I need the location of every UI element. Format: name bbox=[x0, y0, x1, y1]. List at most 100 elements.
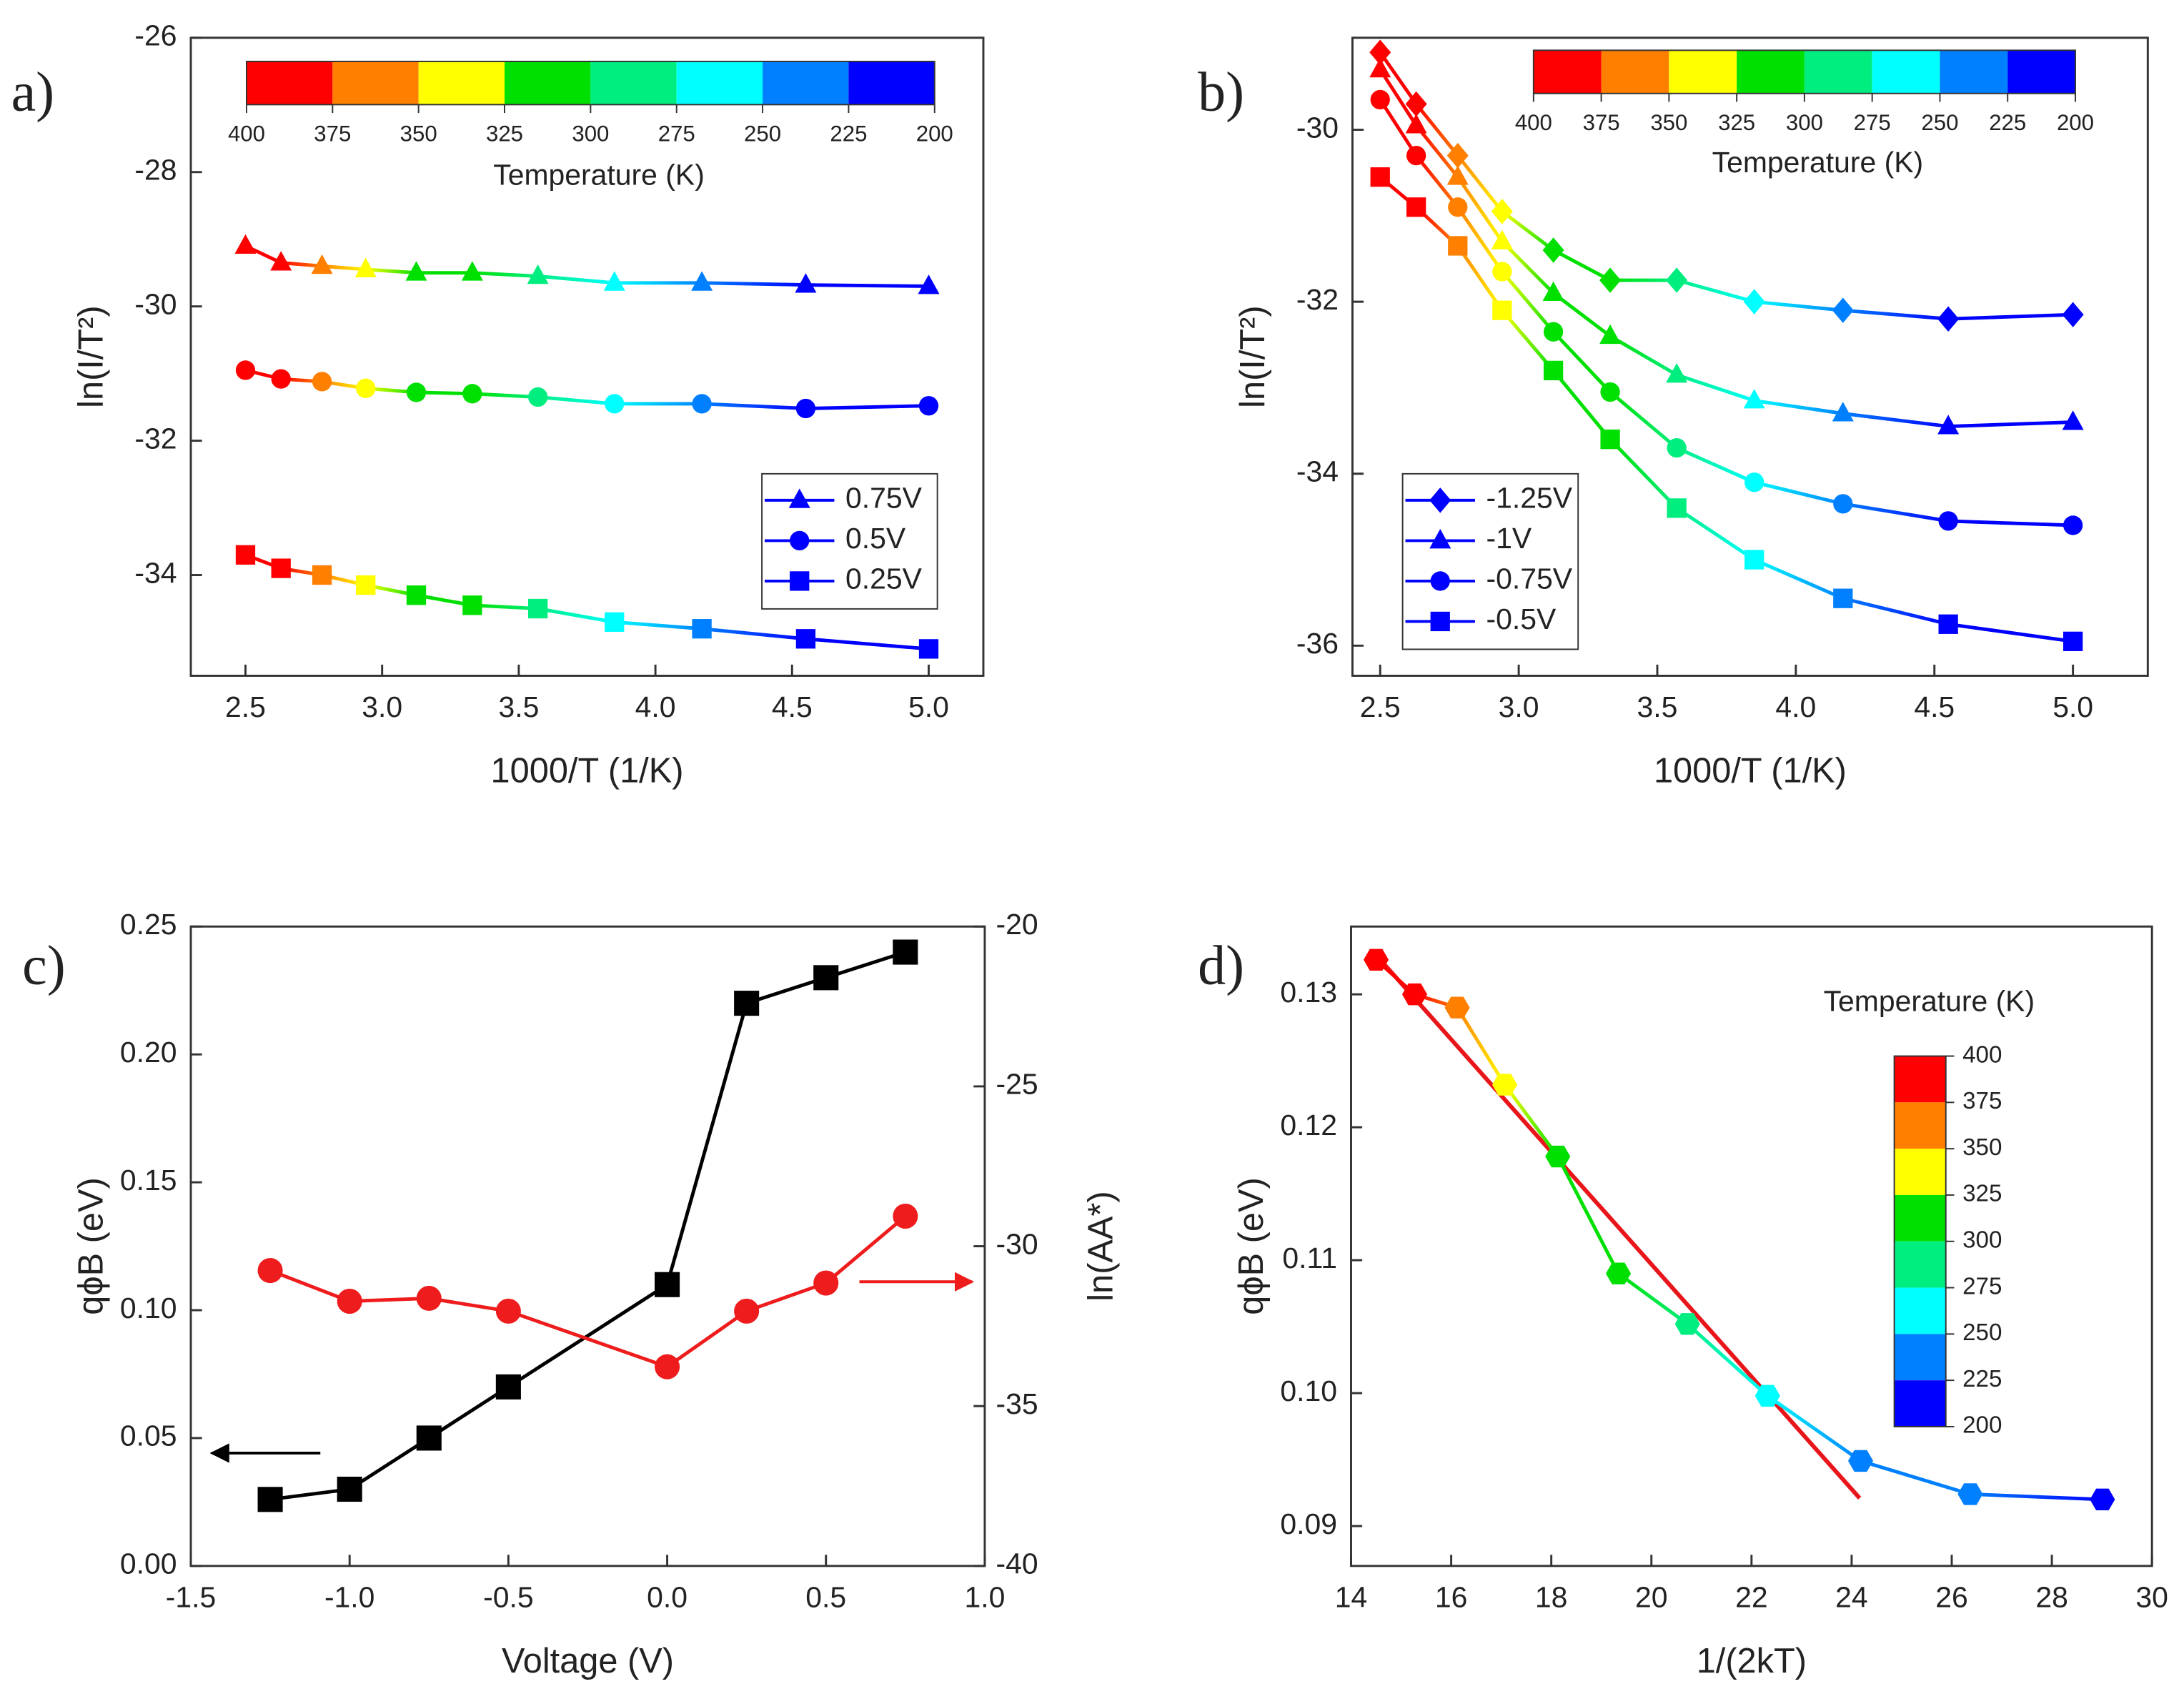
marker bbox=[655, 1354, 680, 1379]
marker bbox=[1833, 494, 1853, 514]
x-tick-label: 3.5 bbox=[1637, 690, 1678, 723]
x-tick-label: 2.5 bbox=[1360, 690, 1401, 723]
marker bbox=[734, 991, 760, 1016]
series-line bbox=[269, 1214, 907, 1369]
colorbar-tick-label: 225 bbox=[830, 121, 867, 146]
x-axis-label: 1000/T (1/K) bbox=[1654, 752, 1847, 791]
colorbar-tick-label: 375 bbox=[1583, 110, 1620, 135]
y2-tick-label: -35 bbox=[996, 1387, 1038, 1420]
colorbar-title: Temperature (K) bbox=[1824, 984, 2035, 1017]
marker bbox=[1847, 1450, 1874, 1472]
marker bbox=[1491, 229, 1513, 249]
colorbar-band bbox=[505, 61, 591, 105]
marker bbox=[356, 378, 376, 398]
colorbar-tick-label: 250 bbox=[1962, 1319, 2002, 1346]
marker bbox=[1406, 145, 1426, 166]
x-tick-label: 2.5 bbox=[225, 690, 266, 723]
panel-label: b) bbox=[1198, 61, 1244, 123]
panel-label: a) bbox=[11, 61, 55, 123]
legend-label: -0.5V bbox=[1486, 603, 1557, 635]
marker bbox=[1406, 197, 1426, 217]
marker bbox=[1542, 237, 1564, 263]
colorbar-band bbox=[1872, 50, 1940, 94]
marker bbox=[1405, 91, 1427, 117]
colorbar-tick-label: 225 bbox=[1989, 110, 2026, 135]
marker bbox=[1744, 472, 1764, 492]
marker bbox=[2090, 1488, 2115, 1511]
x-tick-label: 4.5 bbox=[1914, 690, 1955, 723]
panel-label: d) bbox=[1198, 935, 1244, 996]
marker bbox=[605, 612, 625, 632]
y-axis-label: qϕB (eV) bbox=[1232, 1177, 1271, 1314]
marker bbox=[1957, 1483, 1983, 1505]
marker bbox=[337, 1476, 362, 1502]
colorbar-band bbox=[1894, 1102, 1946, 1149]
marker bbox=[1937, 415, 1960, 435]
colorbar-tick-label: 300 bbox=[1962, 1227, 2002, 1253]
x-tick-label: -1.5 bbox=[166, 1580, 217, 1613]
y2-tick-label: -20 bbox=[996, 908, 1038, 941]
marker bbox=[1543, 322, 1564, 342]
colorbar-tick-label: 225 bbox=[1962, 1366, 2002, 1392]
fit-line bbox=[1377, 956, 1862, 1500]
x-tick-label: 20 bbox=[1635, 1580, 1668, 1613]
marker bbox=[1667, 438, 1687, 458]
x-tick-label: -0.5 bbox=[483, 1580, 533, 1613]
colorbar-title: Temperature (K) bbox=[493, 159, 705, 192]
colorbar-band bbox=[1737, 50, 1805, 94]
colorbar-band bbox=[1894, 1194, 1946, 1242]
colorbar-tick-label: 275 bbox=[1854, 110, 1891, 135]
marker bbox=[918, 639, 939, 659]
legend-label: 0.75V bbox=[845, 482, 923, 515]
x-tick-label: -1.0 bbox=[324, 1580, 375, 1613]
series-line bbox=[269, 950, 906, 1502]
x-tick-label: 1.0 bbox=[964, 1580, 1005, 1613]
colorbar-tick-label: 350 bbox=[1650, 110, 1687, 135]
colorbar-band bbox=[1894, 1380, 1946, 1427]
marker bbox=[918, 396, 939, 416]
plot-frame bbox=[189, 925, 986, 1567]
marker bbox=[461, 261, 483, 281]
y-tick-label: -34 bbox=[134, 556, 177, 589]
marker bbox=[790, 530, 810, 551]
x-tick-label: 24 bbox=[1835, 1580, 1868, 1613]
colorbar-tick-label: 400 bbox=[228, 121, 265, 146]
marker bbox=[655, 1272, 680, 1297]
marker bbox=[311, 254, 333, 274]
y-axis-label: ln(I/T²) bbox=[1234, 305, 1272, 407]
y-tick-label: -26 bbox=[134, 19, 177, 52]
colorbar-tick-label: 350 bbox=[1962, 1134, 2002, 1161]
colorbar-band bbox=[1894, 1241, 1946, 1288]
colorbar-tick-label: 250 bbox=[744, 121, 781, 146]
y-tick-label: 0.25 bbox=[120, 908, 177, 941]
y-tick-label: 0.12 bbox=[1280, 1109, 1337, 1141]
plot-frame bbox=[1350, 925, 2153, 1567]
marker bbox=[416, 1285, 442, 1312]
x-tick-label: 22 bbox=[1735, 1580, 1768, 1613]
legend-label: -1V bbox=[1486, 522, 1532, 555]
y2-axis-label: ln(AA*) bbox=[1081, 1191, 1120, 1301]
marker bbox=[257, 1258, 283, 1284]
legend-label: 0.5V bbox=[845, 522, 906, 555]
y-tick-label: -30 bbox=[1296, 111, 1339, 144]
marker bbox=[356, 575, 376, 595]
colorbar-tick-label: 275 bbox=[658, 121, 695, 146]
y-tick-label: 0.11 bbox=[1282, 1242, 1337, 1274]
y-tick-label: -32 bbox=[134, 422, 177, 455]
y2-tick-label: -40 bbox=[996, 1547, 1038, 1580]
marker bbox=[918, 274, 940, 294]
colorbar-band bbox=[1669, 50, 1737, 94]
colorbar-band bbox=[1533, 50, 1602, 94]
colorbar-tick-label: 200 bbox=[1962, 1412, 2002, 1439]
marker bbox=[2062, 302, 2084, 327]
y-tick-label: 0.10 bbox=[120, 1292, 177, 1324]
x-tick-label: 4.0 bbox=[1775, 690, 1816, 723]
marker bbox=[795, 398, 816, 419]
marker bbox=[1666, 267, 1688, 293]
marker bbox=[271, 558, 291, 578]
marker bbox=[270, 251, 292, 271]
y-tick-label: -30 bbox=[134, 287, 177, 320]
panel-label: c) bbox=[22, 935, 66, 996]
colorbar-band bbox=[246, 61, 333, 105]
marker bbox=[1832, 297, 1854, 323]
